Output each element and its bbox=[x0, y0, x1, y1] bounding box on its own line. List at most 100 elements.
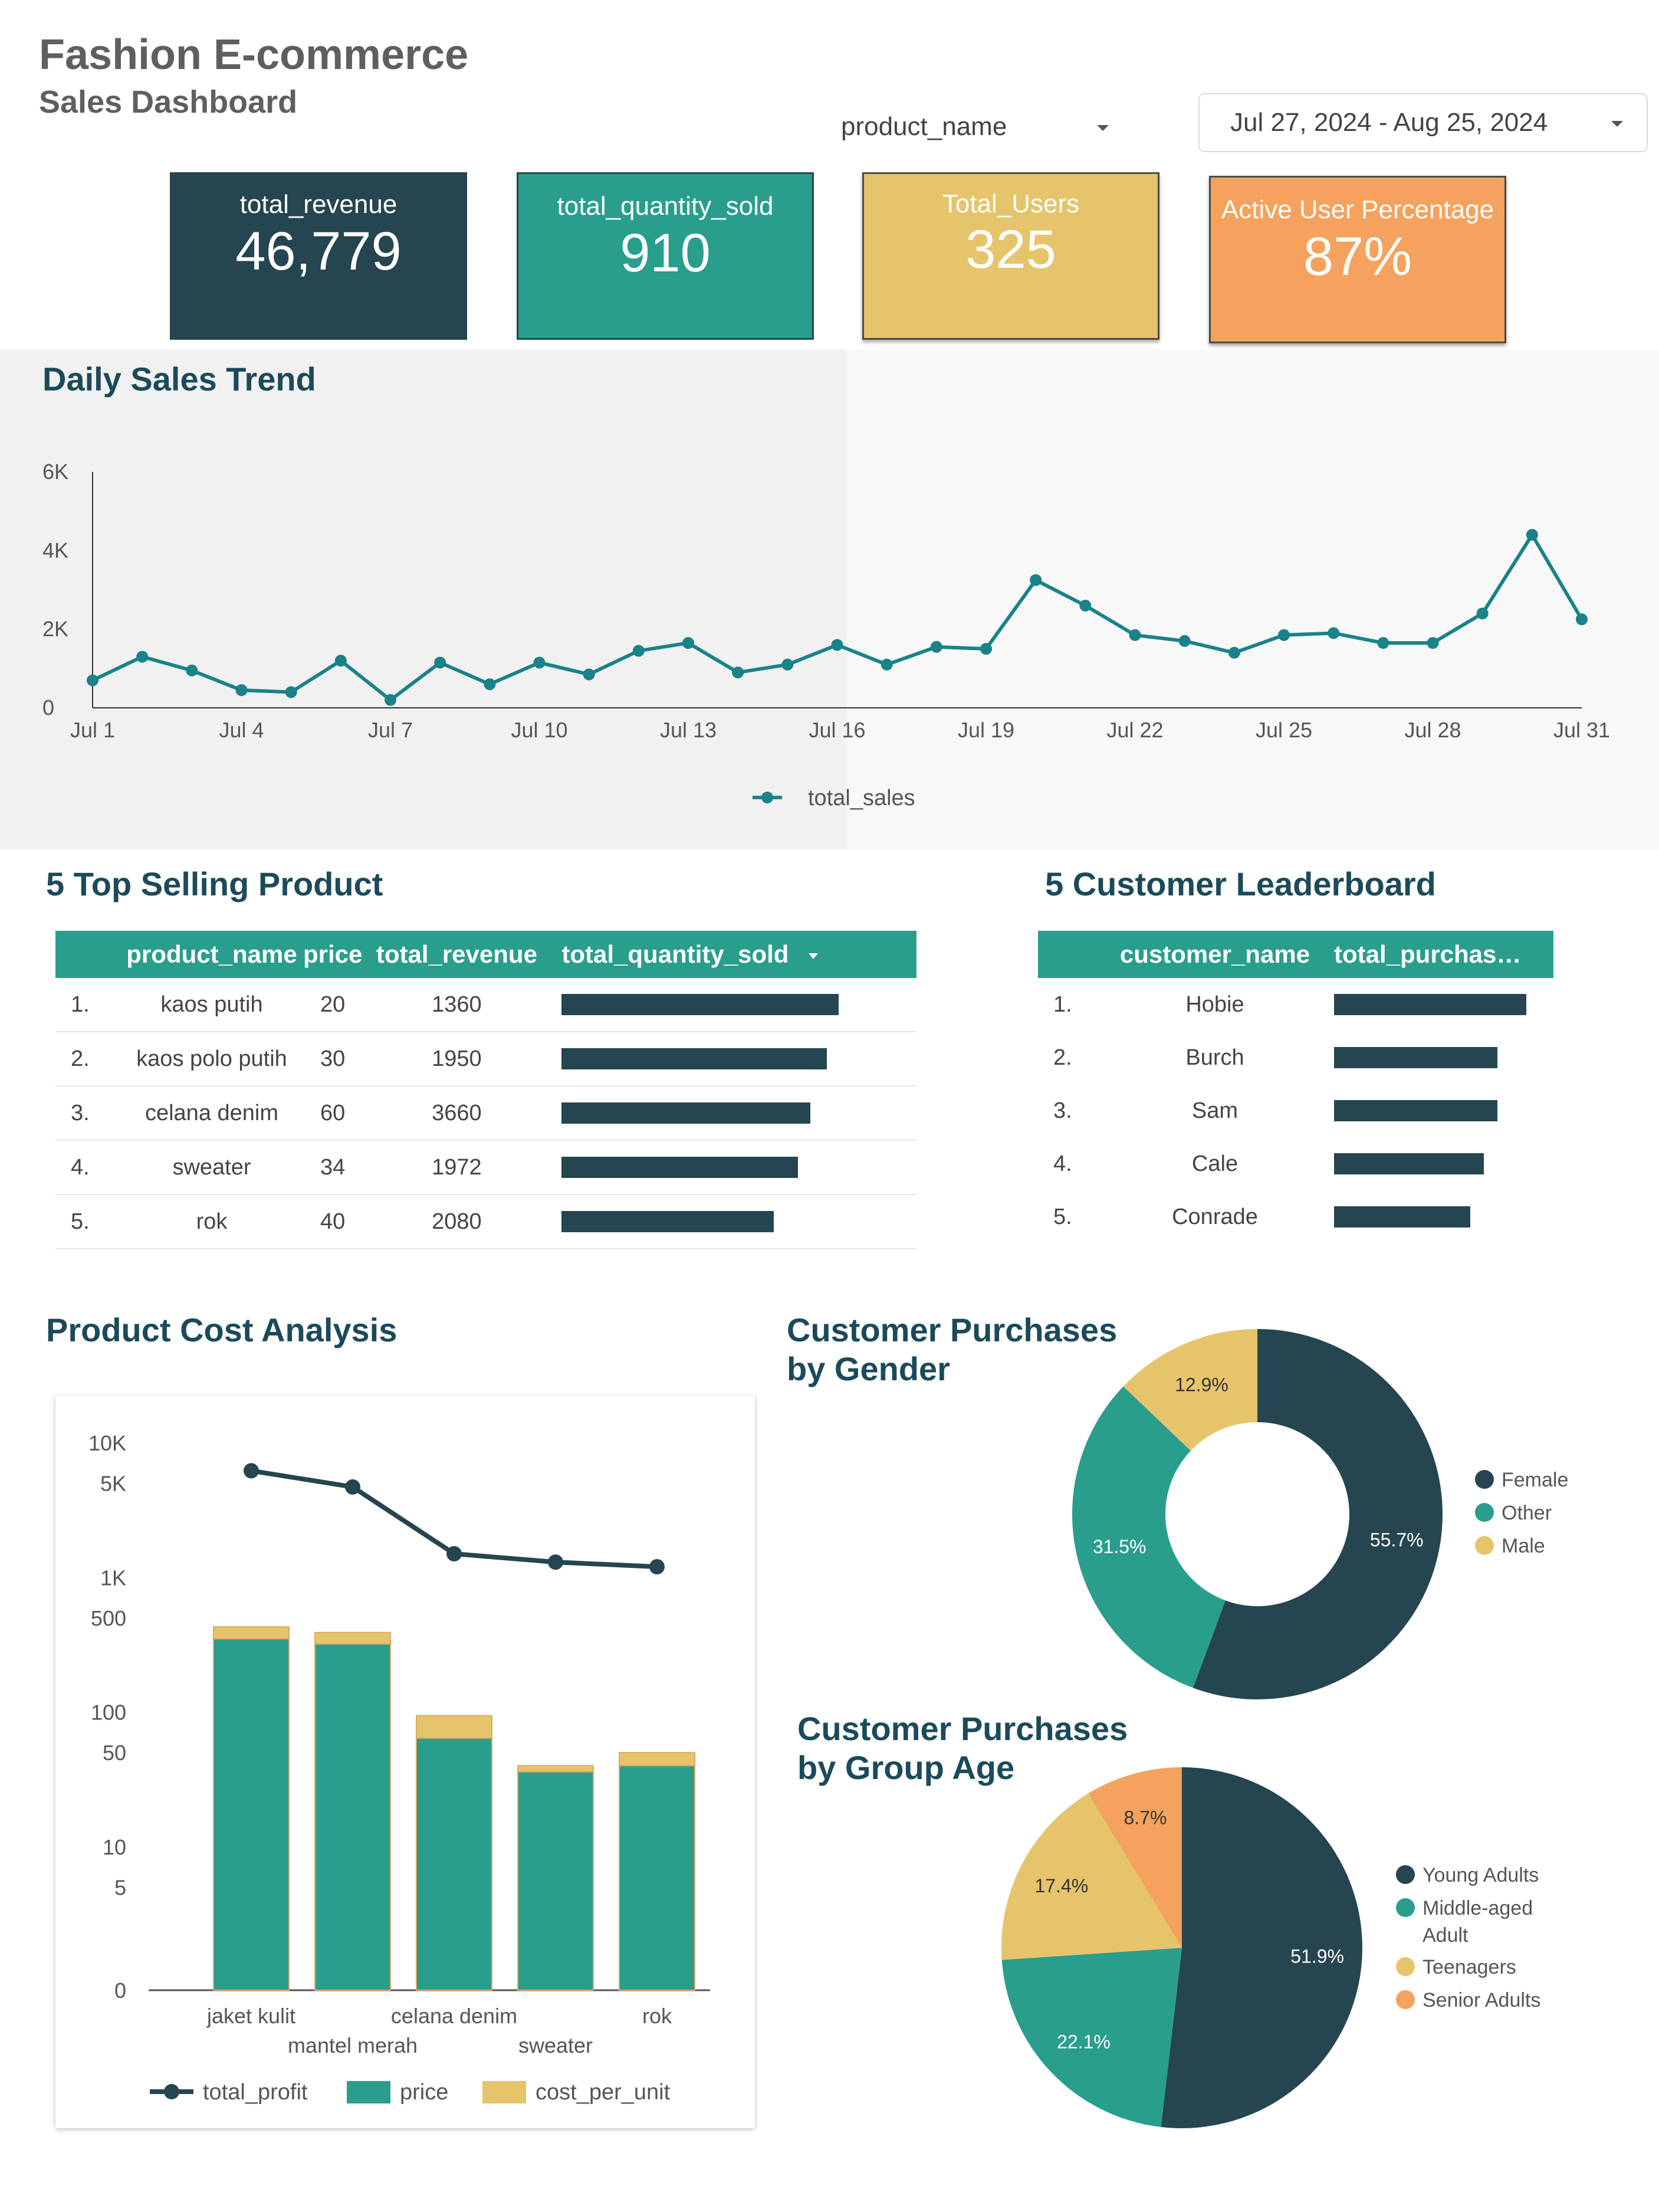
data-point[interactable] bbox=[186, 664, 198, 677]
data-point[interactable] bbox=[434, 657, 446, 669]
quantity-bar-cell bbox=[551, 1194, 916, 1249]
x-tick-label: Jul 13 bbox=[660, 718, 717, 742]
data-point[interactable] bbox=[136, 651, 149, 663]
y-tick-label: 0 bbox=[42, 695, 54, 720]
data-point[interactable] bbox=[244, 1463, 259, 1479]
data-point[interactable] bbox=[649, 1559, 665, 1575]
pie-slice[interactable] bbox=[1192, 1329, 1443, 1699]
pie-slice[interactable] bbox=[1088, 1767, 1182, 1948]
data-point[interactable] bbox=[732, 667, 744, 678]
legend-label[interactable]: Young Adults bbox=[1423, 1864, 1539, 1886]
cost-per-unit-bar[interactable] bbox=[517, 1765, 594, 1773]
pie-slice[interactable] bbox=[1123, 1329, 1257, 1451]
data-point[interactable] bbox=[781, 658, 794, 671]
legend-label[interactable]: total_sales bbox=[808, 786, 915, 810]
data-point[interactable] bbox=[533, 657, 546, 669]
cost-per-unit-bar[interactable] bbox=[416, 1715, 492, 1739]
kpi-label: Total_Users bbox=[942, 189, 1080, 218]
data-point[interactable] bbox=[1427, 637, 1439, 649]
data-point[interactable] bbox=[446, 1546, 462, 1562]
header-total-purchase[interactable]: total_purchas… bbox=[1327, 931, 1553, 978]
kpi-label: total_quantity_sold bbox=[557, 192, 774, 221]
date-range-picker[interactable]: Jul 27, 2024 - Aug 25, 2024 bbox=[1198, 93, 1648, 152]
data-point[interactable] bbox=[1526, 529, 1538, 541]
legend-label[interactable]: Male bbox=[1502, 1535, 1545, 1557]
data-point[interactable] bbox=[682, 637, 694, 649]
table-row[interactable]: 3. Sam bbox=[1038, 1084, 1553, 1137]
table-row[interactable]: 5. rok 40 2080 bbox=[55, 1194, 916, 1249]
data-point[interactable] bbox=[1576, 613, 1588, 625]
table-row[interactable]: 2. kaos polo putih 30 1950 bbox=[55, 1032, 916, 1087]
data-point[interactable] bbox=[548, 1554, 563, 1570]
legend-label[interactable]: Other bbox=[1502, 1502, 1552, 1524]
header-price[interactable]: price bbox=[303, 931, 363, 978]
data-point[interactable] bbox=[385, 694, 396, 706]
product-name-cell: rok bbox=[120, 1194, 303, 1249]
data-point[interactable] bbox=[632, 645, 645, 657]
data-point[interactable] bbox=[1278, 629, 1290, 641]
data-point[interactable] bbox=[484, 678, 496, 690]
legend-swatch bbox=[1396, 1865, 1415, 1884]
legend-label[interactable]: Teenagers bbox=[1423, 1956, 1516, 1978]
legend-label[interactable]: total_profit bbox=[203, 2080, 308, 2105]
cost-per-unit-bar[interactable] bbox=[213, 1626, 290, 1640]
price-bar[interactable] bbox=[213, 1638, 290, 1991]
price-bar[interactable] bbox=[314, 1643, 391, 1991]
data-point[interactable] bbox=[1178, 635, 1191, 647]
table-row[interactable]: 1. Hobie bbox=[1038, 978, 1553, 1031]
data-point[interactable] bbox=[345, 1479, 360, 1495]
x-tick-label: Jul 25 bbox=[1256, 718, 1312, 742]
legend-label[interactable]: Senior Adults bbox=[1423, 1989, 1540, 2011]
data-point[interactable] bbox=[881, 658, 893, 671]
data-point[interactable] bbox=[980, 643, 992, 655]
header-total-quantity-sold[interactable]: total_quantity_sold bbox=[551, 931, 916, 978]
data-point[interactable] bbox=[1476, 608, 1489, 619]
data-point[interactable] bbox=[285, 686, 297, 698]
x-tick-label: Jul 31 bbox=[1553, 718, 1610, 742]
price-bar[interactable] bbox=[416, 1737, 492, 1991]
table-row[interactable]: 3. celana denim 60 3660 bbox=[55, 1086, 916, 1141]
pie-slice[interactable] bbox=[1001, 1948, 1182, 2127]
pie-slice[interactable] bbox=[1072, 1386, 1226, 1688]
data-point[interactable] bbox=[1030, 574, 1042, 586]
data-point[interactable] bbox=[831, 639, 843, 651]
data-point[interactable] bbox=[235, 684, 248, 696]
product-filter-dropdown[interactable]: product_name bbox=[826, 106, 1132, 147]
data-point[interactable] bbox=[930, 641, 942, 653]
legend-label[interactable]: price bbox=[400, 2080, 448, 2105]
customer-name-cell: Burch bbox=[1185, 1045, 1244, 1070]
x-tick-label: Jul 10 bbox=[511, 718, 567, 742]
pie-slice[interactable] bbox=[1161, 1767, 1362, 2128]
cost-per-unit-bar[interactable] bbox=[314, 1632, 391, 1645]
x-tick-label: Jul 4 bbox=[219, 718, 264, 742]
table-row[interactable]: 5. Conrade bbox=[1038, 1190, 1553, 1243]
data-point[interactable] bbox=[87, 674, 98, 687]
data-point[interactable] bbox=[1228, 646, 1240, 659]
price-bar[interactable] bbox=[619, 1765, 695, 1991]
table-row[interactable]: 4. sweater 34 1972 bbox=[55, 1140, 916, 1195]
table-row[interactable]: 4. Cale bbox=[1038, 1137, 1553, 1190]
header-product-name[interactable]: product_name bbox=[120, 931, 303, 978]
header-total-revenue[interactable]: total_revenue bbox=[362, 931, 551, 978]
table-row[interactable]: 2. Burch bbox=[1038, 1031, 1553, 1084]
legend-swatch-dot bbox=[761, 792, 773, 803]
kpi-value: 46,779 bbox=[235, 221, 402, 281]
legend-swatch bbox=[347, 2081, 390, 2103]
pie-slice[interactable] bbox=[1001, 1793, 1182, 1960]
table-row[interactable]: 1. kaos putih 20 1360 bbox=[55, 978, 916, 1032]
data-point[interactable] bbox=[583, 668, 595, 681]
legend-label[interactable]: Adult bbox=[1423, 1924, 1469, 1947]
sort-desc-icon[interactable] bbox=[809, 953, 819, 959]
cost-per-unit-bar[interactable] bbox=[619, 1752, 695, 1767]
data-point[interactable] bbox=[1377, 637, 1389, 649]
header-label: total_quantity_sold bbox=[561, 940, 789, 968]
data-point[interactable] bbox=[334, 655, 347, 667]
legend-label[interactable]: Female bbox=[1502, 1469, 1568, 1491]
data-point[interactable] bbox=[1079, 599, 1092, 612]
legend-label[interactable]: cost_per_unit bbox=[536, 2080, 671, 2105]
legend-label[interactable]: Middle-aged bbox=[1423, 1897, 1533, 1919]
data-point[interactable] bbox=[1328, 627, 1340, 639]
header-customer-name[interactable]: customer_name bbox=[1103, 931, 1327, 978]
price-bar[interactable] bbox=[517, 1771, 594, 1991]
data-point[interactable] bbox=[1129, 629, 1141, 641]
